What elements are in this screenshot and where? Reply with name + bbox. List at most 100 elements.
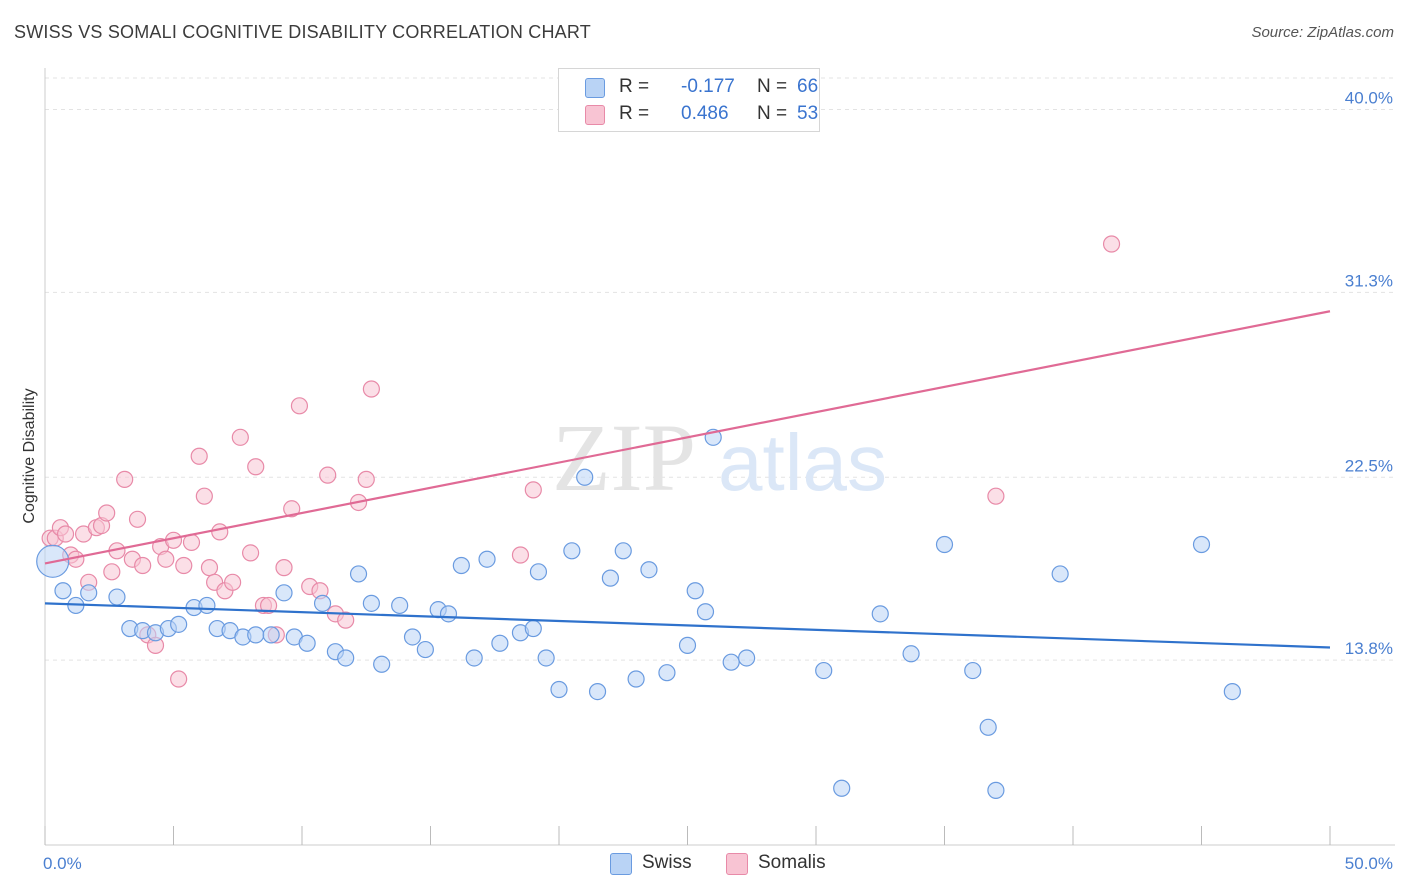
swiss-point xyxy=(491,634,509,652)
somalis-point xyxy=(357,470,375,488)
somalis-point xyxy=(211,523,229,541)
swiss-point xyxy=(1223,682,1241,701)
somalis-swatch xyxy=(585,105,605,125)
somalis-point xyxy=(259,596,278,615)
somalis-point xyxy=(247,458,265,476)
somalis-r-value: 0.486 xyxy=(681,103,729,124)
somalis-point xyxy=(195,487,213,505)
swiss-point xyxy=(170,615,188,633)
somalis-point xyxy=(283,500,301,518)
swiss-n-value: 66 xyxy=(797,76,819,97)
swiss-point xyxy=(391,596,409,615)
swiss-point xyxy=(275,584,293,602)
swiss-point xyxy=(54,582,72,600)
watermark-atlas: atlas xyxy=(718,418,887,507)
swiss-point xyxy=(262,626,280,644)
swiss-point xyxy=(576,468,594,486)
somalis-point xyxy=(134,556,152,575)
somalis-point xyxy=(290,397,309,415)
swiss-point xyxy=(601,569,620,587)
swiss-point xyxy=(987,781,1005,799)
somalis-point xyxy=(337,611,355,629)
somalis-point xyxy=(103,563,121,581)
x-tick-min: 0.0% xyxy=(43,854,82,873)
swiss-point xyxy=(373,655,391,673)
x-tick-max: 50.0% xyxy=(1345,854,1393,873)
swiss-r-value: -0.177 xyxy=(681,76,735,97)
somalis-point xyxy=(175,556,193,575)
swiss-point xyxy=(686,582,704,600)
somalis-point xyxy=(224,573,242,591)
swiss-point xyxy=(1192,535,1211,554)
swiss-point xyxy=(588,682,607,701)
x-tick-labels: 0.0% 50.0% xyxy=(43,854,1393,873)
trend-lines xyxy=(44,310,1331,649)
y-tick-labels: 13.8% 22.5% 31.3% 40.0% xyxy=(1345,89,1393,659)
watermark: ZIP atlas xyxy=(552,404,887,511)
somalis-point xyxy=(116,470,134,488)
swiss-point xyxy=(627,670,645,688)
somalis-point xyxy=(242,544,260,562)
swiss-trend-line xyxy=(44,602,1331,649)
somalis-point xyxy=(157,550,175,568)
swiss-point xyxy=(902,645,920,663)
swiss-point xyxy=(722,653,740,671)
somalis-point xyxy=(1102,235,1121,253)
swiss-point xyxy=(979,718,997,736)
legend-somalis-label: Somalis xyxy=(758,852,826,873)
somalis-r-label: R = xyxy=(619,103,650,124)
legend-somalis-swatch xyxy=(726,853,748,875)
somalis-point xyxy=(511,546,530,564)
y-tick-label: 31.3% xyxy=(1345,271,1393,290)
somalis-point xyxy=(98,504,116,522)
swiss-point xyxy=(313,594,332,612)
legend-swiss-swatch xyxy=(610,853,632,875)
somalis-point xyxy=(190,447,208,465)
swiss-point xyxy=(362,594,380,612)
swiss-point xyxy=(815,661,833,680)
swiss-point xyxy=(563,542,581,560)
somalis-point xyxy=(275,559,293,577)
swiss-point xyxy=(403,628,422,646)
series-legend: Swiss Somalis xyxy=(0,850,1406,878)
swiss-r-label: R = xyxy=(619,76,650,97)
somalis-point xyxy=(362,380,380,398)
somalis-point xyxy=(170,670,188,688)
swiss-point xyxy=(935,535,954,554)
swiss-point xyxy=(658,664,676,682)
legend-swiss-label: Swiss xyxy=(642,852,692,873)
somalis-n-value: 53 xyxy=(797,103,819,124)
y-tick-label: 40.0% xyxy=(1345,89,1393,108)
swiss-point xyxy=(696,603,715,621)
somalis-point xyxy=(56,525,75,543)
swiss-point xyxy=(452,556,470,575)
swiss-point xyxy=(524,619,542,638)
swiss-n-label: N = xyxy=(757,76,788,97)
somalis-point xyxy=(987,487,1005,505)
y-axis-label: Cognitive Disability xyxy=(21,388,38,523)
somalis-point xyxy=(231,428,249,446)
swiss-point xyxy=(80,584,98,602)
swiss-point xyxy=(247,626,265,644)
swiss-point xyxy=(833,779,851,797)
somalis-trend-line xyxy=(44,310,1331,565)
swiss-point xyxy=(640,561,658,579)
somalis-point xyxy=(319,466,337,484)
axes xyxy=(44,68,1395,846)
somalis-point xyxy=(524,481,542,499)
swiss-point xyxy=(1051,565,1069,583)
correlation-legend: R = -0.177 N = 66 R = 0.486 N = 53 xyxy=(558,68,820,132)
swiss-swatch xyxy=(585,78,605,98)
y-tick-label: 13.8% xyxy=(1345,639,1393,658)
swiss-point xyxy=(738,649,756,667)
somalis-n-label: N = xyxy=(757,103,788,124)
swiss-point xyxy=(478,550,496,568)
swiss-point xyxy=(678,636,697,654)
swiss-point xyxy=(529,563,548,581)
somalis-point xyxy=(200,559,219,577)
swiss-point xyxy=(416,640,434,659)
swiss-point xyxy=(465,649,483,667)
somalis-point xyxy=(128,510,147,528)
watermark-zip: ZIP xyxy=(552,404,696,511)
